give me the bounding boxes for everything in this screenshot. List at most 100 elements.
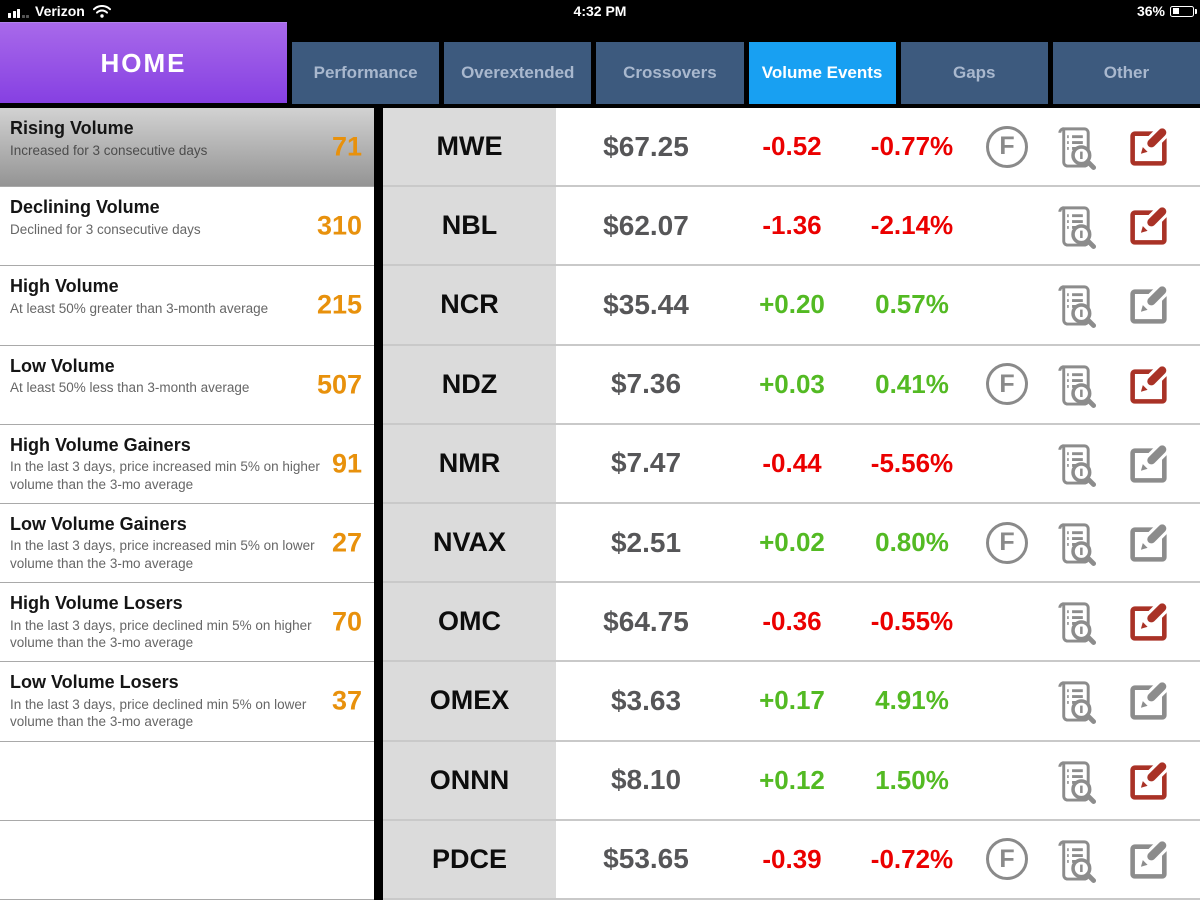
fundamentals-f-badge: F — [986, 838, 1028, 881]
sidebar-item-count: 70 — [331, 606, 362, 637]
change-cell: +0.20 — [759, 289, 825, 320]
sidebar-empty-row — [0, 741, 374, 821]
tab-gaps[interactable]: Gaps — [900, 42, 1048, 104]
price-cell: $53.65 — [603, 843, 689, 875]
report-search-icon[interactable] — [1038, 123, 1110, 171]
sidebar-item-low-volume-losers[interactable]: Low Volume Losers In the last 3 days, pr… — [0, 662, 374, 742]
change-percent-cell: -0.72% — [870, 843, 954, 874]
edit-note-icon[interactable] — [1110, 678, 1188, 723]
sidebar-divider — [374, 108, 383, 900]
price-cell: $67.25 — [603, 130, 689, 162]
table-row-nmr[interactable]: NMR $7.47 -0.44 -5.56% F — [383, 424, 1200, 504]
report-search-icon[interactable] — [1038, 202, 1110, 250]
change-cell: -0.39 — [762, 843, 822, 874]
change-percent-cell: -5.56% — [870, 447, 954, 478]
sidebar-item-high-volume-losers[interactable]: High Volume Losers In the last 3 days, p… — [0, 583, 374, 663]
sidebar-item-title: Low Volume Gainers — [10, 513, 187, 534]
tab-volume-events[interactable]: Volume Events — [748, 42, 896, 104]
sidebar-item-count: 71 — [331, 131, 362, 162]
change-cell: -1.36 — [762, 210, 822, 241]
sidebar-item-title: High Volume — [10, 276, 119, 297]
change-cell: +0.17 — [759, 685, 825, 716]
table-row-nbl[interactable]: NBL $62.07 -1.36 -2.14% F — [383, 187, 1200, 267]
table-row-ncr[interactable]: NCR $35.44 +0.20 0.57% F — [383, 266, 1200, 346]
edit-note-icon[interactable] — [1110, 758, 1188, 803]
sidebar-item-subtitle: At least 50% greater than 3-month averag… — [10, 300, 269, 316]
battery-percent-label: 36% — [1136, 3, 1165, 19]
edit-note-icon[interactable] — [1110, 203, 1188, 248]
report-search-icon[interactable] — [1038, 757, 1110, 804]
edit-note-icon[interactable] — [1110, 362, 1188, 407]
sidebar-item-rising-volume[interactable]: Rising Volume Increased for 3 consecutiv… — [0, 108, 374, 188]
tab-crossovers[interactable]: Crossovers — [596, 42, 744, 104]
tab-label: Volume Events — [761, 63, 883, 82]
report-search-icon[interactable] — [1038, 519, 1110, 567]
price-cell: $8.10 — [610, 764, 682, 796]
report-search-icon[interactable] — [1038, 440, 1110, 487]
sidebar-item-high-volume-gainers[interactable]: High Volume Gainers In the last 3 days, … — [0, 424, 374, 504]
change-cell: -0.36 — [762, 606, 822, 637]
price-cell: $7.36 — [610, 368, 682, 400]
sidebar-item-title: Low Volume Losers — [10, 672, 179, 693]
fundamentals-f-badge: F — [986, 363, 1028, 406]
sidebar-item-count: 27 — [331, 527, 362, 558]
sidebar-item-high-volume[interactable]: High Volume At least 50% greater than 3-… — [0, 266, 374, 346]
change-percent-cell: 0.41% — [875, 368, 949, 399]
ticker-cell: NDZ — [383, 345, 556, 423]
edit-note-icon[interactable] — [1110, 837, 1188, 882]
table-row-omex[interactable]: OMEX $3.63 +0.17 4.91% F — [383, 662, 1200, 742]
sidebar-item-subtitle: Increased for 3 consecutive days — [10, 142, 208, 158]
report-search-icon[interactable] — [1038, 836, 1110, 883]
price-cell: $7.47 — [610, 447, 682, 479]
sidebar-item-subtitle: In the last 3 days, price increased min … — [10, 538, 315, 571]
sidebar-item-low-volume[interactable]: Low Volume At least 50% less than 3-mont… — [0, 345, 374, 425]
edit-note-icon[interactable] — [1110, 124, 1188, 169]
edit-note-icon[interactable] — [1110, 520, 1188, 565]
tab-label: Performance — [313, 63, 418, 82]
fundamentals-f-badge: F — [986, 125, 1028, 168]
report-search-icon[interactable] — [1038, 677, 1110, 725]
sidebar-item-title: Rising Volume — [10, 118, 134, 138]
edit-note-icon[interactable] — [1110, 282, 1188, 327]
table-row-omc[interactable]: OMC $64.75 -0.36 -0.55% F — [383, 583, 1200, 663]
ticker-cell: MWE — [383, 108, 556, 186]
table-row-mwe[interactable]: MWE $67.25 -0.52 -0.77% F — [383, 108, 1200, 188]
report-search-icon[interactable] — [1038, 281, 1110, 329]
change-percent-cell: 4.91% — [875, 685, 949, 716]
change-cell: +0.12 — [759, 764, 825, 795]
tab-other[interactable]: Other — [1052, 42, 1200, 104]
sidebar-item-title: Declining Volume — [10, 197, 160, 218]
edit-note-icon[interactable] — [1110, 599, 1188, 644]
tab-performance[interactable]: Performance — [292, 42, 440, 104]
table-row-onnn[interactable]: ONNN $8.10 +0.12 1.50% F — [383, 741, 1200, 821]
sidebar-item-subtitle: In the last 3 days, price increased min … — [10, 459, 320, 492]
ticker-cell: NCR — [383, 266, 556, 344]
tab-label: Gaps — [953, 63, 996, 82]
change-percent-cell: 0.80% — [875, 527, 949, 558]
wifi-icon — [92, 4, 111, 18]
table-row-ndz[interactable]: NDZ $7.36 +0.03 0.41% F — [383, 345, 1200, 425]
price-cell: $35.44 — [603, 288, 689, 320]
carrier-label: Verizon — [35, 3, 85, 19]
ticker-cell: NVAX — [383, 503, 556, 582]
tab-label: Overextended — [461, 63, 575, 82]
ticker-cell: NMR — [383, 424, 556, 502]
change-percent-cell: -0.77% — [870, 131, 954, 162]
ticker-cell: OMEX — [383, 662, 556, 740]
table-row-nvax[interactable]: NVAX $2.51 +0.02 0.80% F — [383, 503, 1200, 584]
home-button[interactable]: HOME — [0, 22, 287, 103]
change-percent-cell: 0.57% — [875, 289, 949, 320]
tab-overextended[interactable]: Overextended — [444, 42, 592, 104]
sidebar-item-title: High Volume Losers — [10, 593, 183, 614]
sidebar-item-declining-volume[interactable]: Declining Volume Declined for 3 consecut… — [0, 187, 374, 267]
sidebar-item-count: 37 — [331, 685, 362, 716]
edit-note-icon[interactable] — [1110, 441, 1188, 486]
table-row-pdce[interactable]: PDCE $53.65 -0.39 -0.72% F — [383, 820, 1200, 900]
sidebar-item-low-volume-gainers[interactable]: Low Volume Gainers In the last 3 days, p… — [0, 503, 374, 584]
sidebar-item-subtitle: In the last 3 days, price declined min 5… — [10, 617, 312, 651]
report-search-icon[interactable] — [1038, 598, 1110, 646]
report-search-icon[interactable] — [1038, 361, 1110, 408]
price-cell: $3.63 — [610, 684, 682, 716]
main-content: Rising Volume Increased for 3 consecutiv… — [0, 108, 1200, 900]
